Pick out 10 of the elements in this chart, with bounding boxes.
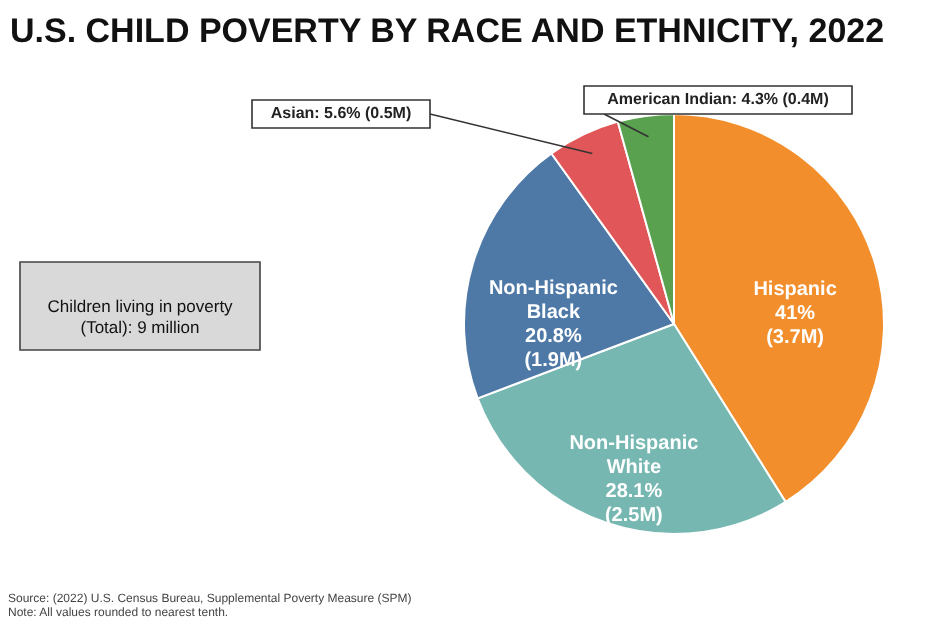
text: Children living in poverty (Total): 9 million xyxy=(47,296,235,337)
data-label: 28.1% (2.5M) xyxy=(604,481,663,528)
chart-title: U.S. CHILD POVERTY BY RACE AND ETHNICITY, 2022 xyxy=(10,12,885,50)
slice-label: American Indian: 4.3% (0.4M) xyxy=(607,90,830,108)
slice-label: Non-Hispanic White xyxy=(569,433,700,480)
slice-label: Hispanic xyxy=(753,279,838,302)
data-label: 20.8% (1.9M) xyxy=(524,325,583,372)
data-label: 41% (3.7M) xyxy=(766,303,824,350)
slice-label: Asian: 5.6% (0.5M) xyxy=(270,104,412,122)
slice-label: Non-Hispanic Black xyxy=(488,277,619,324)
